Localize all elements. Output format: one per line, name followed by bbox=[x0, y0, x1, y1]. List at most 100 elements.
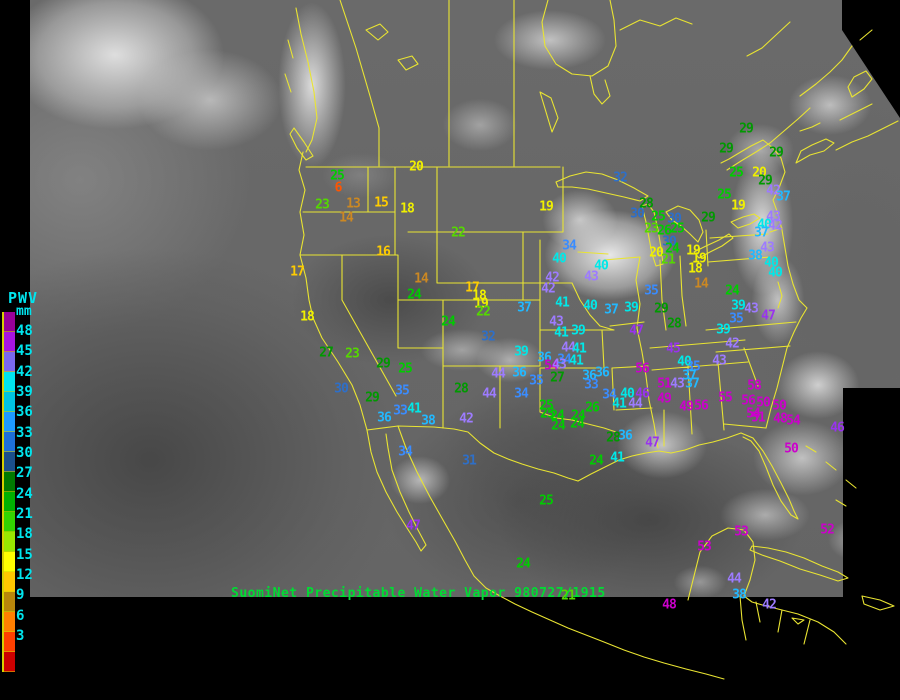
legend-colorbar bbox=[2, 312, 17, 672]
james-bay bbox=[589, 75, 611, 105]
station-value: 34 bbox=[557, 352, 572, 368]
station-value: 46 bbox=[830, 420, 845, 436]
bc-islands bbox=[284, 39, 294, 93]
station-value: 30 bbox=[630, 206, 645, 222]
legend-swatch bbox=[4, 592, 15, 612]
legend-swatch bbox=[4, 652, 15, 672]
station-value: 39 bbox=[716, 322, 731, 338]
station-value: 39 bbox=[624, 300, 639, 316]
station-value: 37 bbox=[754, 225, 769, 241]
station-value: 24 bbox=[551, 418, 566, 434]
station-value: 24 bbox=[550, 408, 565, 424]
coastline-arctic bbox=[619, 17, 693, 31]
legend-swatch bbox=[4, 432, 15, 452]
station-value: 25 bbox=[539, 398, 554, 414]
station-value: 42 bbox=[459, 411, 474, 427]
station-value: 21 bbox=[561, 588, 576, 604]
legend-swatch bbox=[4, 492, 15, 512]
legend-label: 6 bbox=[16, 607, 25, 624]
station-value: 25 bbox=[717, 187, 732, 203]
station-value: 36 bbox=[512, 365, 527, 381]
station-value: 36 bbox=[618, 428, 633, 444]
lake-huron bbox=[665, 205, 704, 243]
legend-label: 15 bbox=[16, 546, 33, 563]
station-value: 34 bbox=[514, 386, 529, 402]
station-value: 46 bbox=[635, 386, 650, 402]
station-value: 41 bbox=[569, 353, 584, 369]
lake-ontario bbox=[730, 213, 761, 229]
station-value: 25 bbox=[330, 168, 345, 184]
lake-michigan bbox=[641, 203, 664, 267]
legend-swatch bbox=[4, 392, 15, 412]
legend-swatch bbox=[4, 632, 15, 652]
station-value: 42 bbox=[766, 183, 781, 199]
coastline-maritime bbox=[835, 103, 899, 151]
legend-label: 9 bbox=[16, 587, 25, 604]
station-value: 47 bbox=[629, 323, 644, 339]
station-value: 40 bbox=[583, 298, 598, 314]
station-value: 37 bbox=[685, 376, 700, 392]
station-value: 13 bbox=[346, 196, 361, 212]
station-value: 44 bbox=[628, 396, 643, 412]
station-value: 34 bbox=[398, 444, 413, 460]
station-value: 24 bbox=[589, 453, 604, 469]
station-value: 14 bbox=[414, 271, 429, 287]
station-value: 37 bbox=[517, 300, 532, 316]
station-value: 56 bbox=[741, 393, 756, 409]
station-value: 17 bbox=[290, 264, 305, 280]
station-value: 18 bbox=[300, 309, 315, 325]
station-value: 28 bbox=[606, 430, 621, 446]
station-value: 22 bbox=[476, 304, 491, 320]
station-value: 43 bbox=[670, 376, 685, 392]
station-value: 43 bbox=[712, 353, 727, 369]
station-value: 50 bbox=[756, 395, 771, 411]
station-value: 41 bbox=[572, 341, 587, 357]
station-value: 40 bbox=[552, 251, 567, 267]
central-america-borders bbox=[739, 595, 811, 645]
legend-label: 27 bbox=[16, 465, 33, 482]
station-value: 24 bbox=[441, 314, 456, 330]
nw-lakes bbox=[365, 23, 559, 133]
legend-swatch bbox=[4, 412, 15, 432]
coastline-labrador bbox=[746, 21, 873, 97]
station-value: 29 bbox=[758, 173, 773, 189]
station-value: 43 bbox=[549, 314, 564, 330]
vancouver-island bbox=[289, 127, 314, 161]
station-value: 29 bbox=[654, 301, 669, 317]
coastline-florida bbox=[740, 432, 799, 520]
station-value: 51 bbox=[751, 410, 766, 426]
station-value: 53 bbox=[734, 524, 749, 540]
station-value: 36 bbox=[377, 410, 392, 426]
station-value: 26 bbox=[657, 223, 672, 239]
station-value: 34 bbox=[562, 238, 577, 254]
station-value: 41 bbox=[610, 450, 625, 466]
station-value: 44 bbox=[727, 571, 742, 587]
legend-swatch bbox=[4, 372, 15, 392]
legend-label: 18 bbox=[16, 526, 33, 543]
station-value: 40 bbox=[620, 386, 635, 402]
state-borders bbox=[299, 166, 797, 449]
coastline-yucatan bbox=[687, 527, 847, 645]
station-value: 25 bbox=[540, 406, 555, 422]
legend-swatch bbox=[4, 552, 15, 572]
station-value: 30 bbox=[667, 211, 682, 227]
station-value: 21 bbox=[661, 252, 676, 268]
station-value: 25 bbox=[539, 493, 554, 509]
station-value: 42 bbox=[541, 281, 556, 297]
coastline-newfoundland bbox=[847, 70, 873, 98]
station-value: 39 bbox=[514, 344, 529, 360]
station-value: 36 bbox=[595, 365, 610, 381]
station-value: 37 bbox=[604, 302, 619, 318]
legend-swatch bbox=[4, 532, 15, 552]
station-value: 47 bbox=[645, 435, 660, 451]
station-value: 29 bbox=[739, 121, 754, 137]
station-value: 14 bbox=[694, 276, 709, 292]
station-value: 27 bbox=[319, 345, 334, 361]
station-value: 25 bbox=[651, 209, 666, 225]
station-value: 38 bbox=[732, 587, 747, 603]
station-value: 32 bbox=[481, 329, 496, 345]
lake-superior bbox=[555, 171, 649, 202]
station-value: 25 bbox=[670, 221, 685, 237]
